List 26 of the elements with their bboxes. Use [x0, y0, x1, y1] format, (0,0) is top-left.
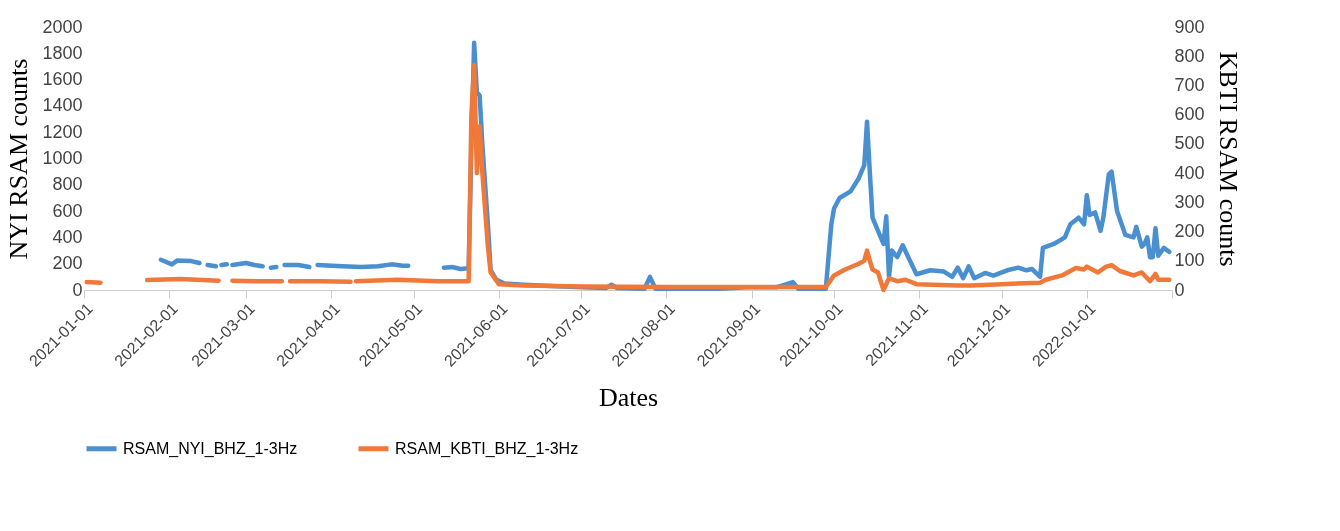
y2-tick-label: 600: [1174, 104, 1205, 125]
y2-axis-title: KBTI RSAM counts: [1213, 51, 1243, 267]
x-axis-title: Dates: [598, 382, 659, 412]
legend-label: RSAM_NYI_BHZ_1-3Hz: [123, 439, 298, 458]
y2-tick-label: 500: [1174, 133, 1205, 154]
y-tick-label: 1200: [42, 121, 83, 142]
y-axis-title: NYI RSAM counts: [4, 58, 34, 260]
y-tick-label: 800: [52, 174, 83, 195]
legend-label: RSAM_KBTI_BHZ_1-3Hz: [395, 439, 579, 458]
y-tick-label: 1800: [42, 42, 83, 63]
y-tick-label: 2000: [42, 16, 83, 37]
y2-tick-label: 900: [1174, 16, 1205, 37]
y2-tick-label: 800: [1174, 45, 1205, 66]
y-tick-label: 1000: [42, 148, 83, 168]
y2-tick-label: 300: [1174, 191, 1205, 212]
y2-tick-label: 100: [1174, 250, 1205, 271]
y-tick-label: 1600: [42, 69, 83, 90]
y-tick-label: 1400: [42, 95, 83, 116]
y2-tick-label: 700: [1174, 74, 1205, 95]
y-tick-label: 600: [52, 200, 83, 221]
y-tick-label: 200: [52, 253, 83, 274]
y-tick-label: 0: [72, 279, 83, 300]
y2-tick-label: 0: [1174, 279, 1185, 300]
y2-tick-label: 200: [1174, 221, 1205, 242]
y2-tick-label: 400: [1174, 162, 1205, 183]
y-tick-label: 400: [52, 226, 83, 247]
